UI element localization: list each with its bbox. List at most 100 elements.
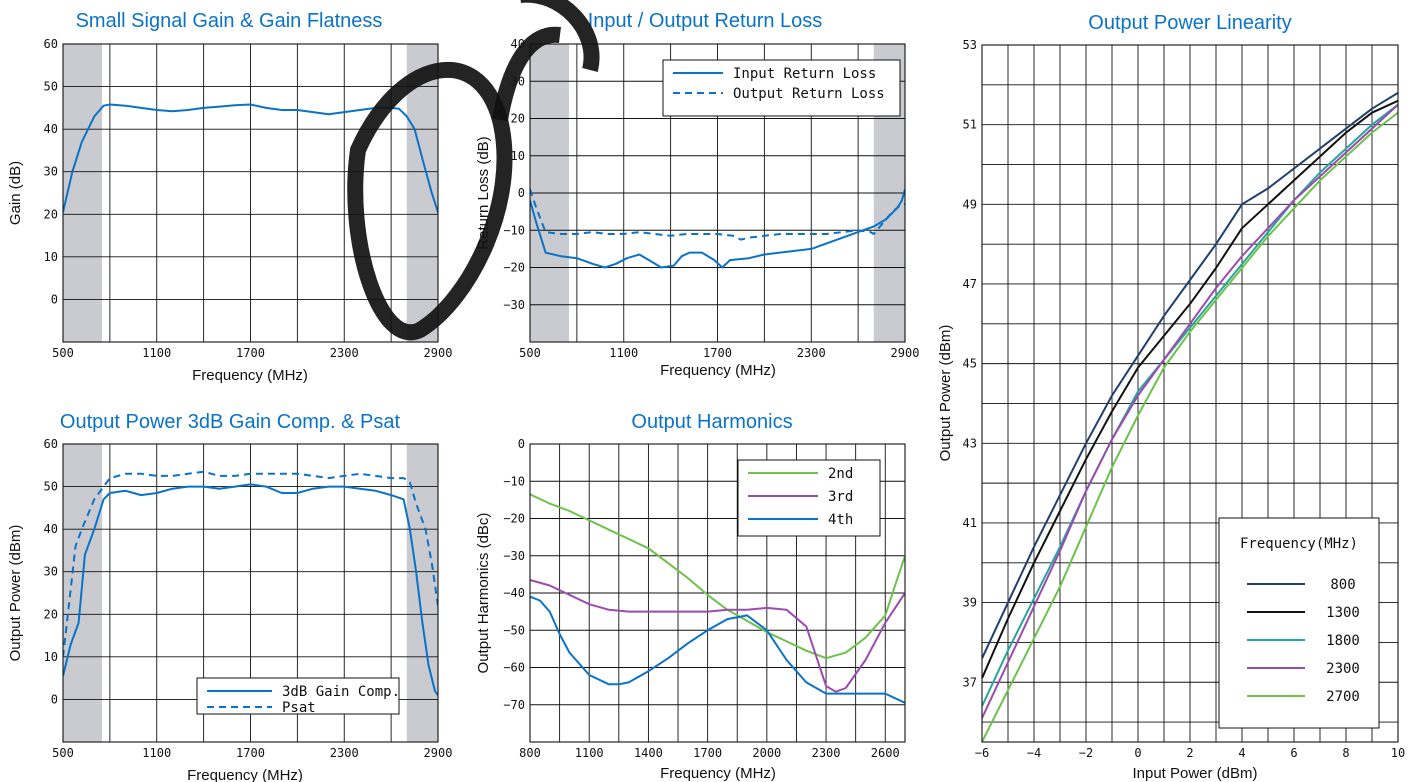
- x-tick-label: 1700: [236, 346, 265, 360]
- x-tick-label: 2: [1186, 746, 1193, 760]
- chart-title: Small Signal Gain & Gain Flatness: [76, 10, 383, 32]
- shaded-band: [406, 444, 438, 742]
- y-tick-label: 41: [963, 516, 977, 530]
- series-line-1800: [982, 103, 1398, 707]
- legend-label: 1300: [1326, 605, 1360, 621]
- legend-label: Output Return Loss: [733, 86, 885, 102]
- x-tick-label: 8: [1342, 746, 1349, 760]
- chart-title: Output Power 3dB Gain Comp. & Psat: [60, 411, 401, 433]
- y-tick-label: 47: [963, 277, 977, 291]
- y-tick-label: 20: [44, 207, 58, 221]
- series-line-800: [982, 91, 1398, 659]
- x-tick-label: −2: [1079, 746, 1093, 760]
- series-line-3db-gain-comp-: [63, 483, 438, 696]
- x-tick-label: −6: [975, 746, 989, 760]
- x-tick-label: 2900: [891, 346, 920, 360]
- chart-title: Output Harmonics: [631, 411, 792, 433]
- y-tick-label: 0: [51, 292, 58, 306]
- y-tick-label: 10: [44, 650, 58, 664]
- legend-box: [1218, 517, 1380, 729]
- y-tick-label: 51: [963, 118, 977, 132]
- legend-label: Input Return Loss: [733, 66, 876, 82]
- legend: Frequency(MHz) 800 1300 1800 2300 2700: [1218, 517, 1380, 729]
- legend-box: [737, 459, 881, 537]
- linearity-chart: −6 −4 −2 0 2 4 6 8 10 37 39 41 43 45 47 49 51 53 Output Po…: [937, 12, 1405, 782]
- y-tick-label: 40: [44, 122, 58, 136]
- y-axis-label: Output Power (dBm): [937, 325, 954, 462]
- return-loss-chart: 500 1100 1700 2300 2900−30−20−10010203040Inp…: [475, 10, 919, 379]
- legend-box: [196, 677, 400, 715]
- y-tick-label: −10: [503, 474, 525, 488]
- legend: 3dB Gain Comp.Psat: [196, 677, 400, 716]
- y-tick-label: 50: [44, 80, 58, 94]
- y-axis-label: Gain (dB): [7, 161, 24, 225]
- y-tick-label: 40: [44, 522, 58, 536]
- x-tick-label: 2900: [424, 346, 453, 360]
- harmonics-chart: 800 1100 1400 1700 2000 2300 2600 0 −10 −20 −30 −40…: [475, 411, 906, 782]
- x-axis-label: Frequency (MHz): [192, 367, 308, 384]
- series-line-1300: [982, 99, 1398, 679]
- y-tick-label: −50: [503, 623, 525, 637]
- x-tick-label: 1100: [142, 346, 171, 360]
- y-tick-label: 0: [518, 186, 525, 200]
- x-tick-label: −4: [1027, 746, 1041, 760]
- series-line-input-return-loss: [530, 189, 905, 269]
- x-axis-label: Frequency (MHz): [187, 767, 303, 782]
- x-tick-label: 500: [519, 346, 541, 360]
- y-tick-label: −40: [503, 586, 525, 600]
- x-tick-label: 1100: [142, 746, 171, 760]
- y-tick-label: 43: [963, 436, 977, 450]
- x-tick-label: 1100: [609, 346, 638, 360]
- x-tick-label: 500: [52, 746, 74, 760]
- watermark-shape: [492, 26, 561, 122]
- x-tick-label: 2300: [330, 346, 359, 360]
- y-tick-label: 49: [963, 197, 977, 211]
- plot-frame: [529, 43, 906, 343]
- watermark-shape: [520, 0, 600, 72]
- y-tick-label: 10: [511, 149, 525, 163]
- legend-label: 2nd: [828, 466, 853, 482]
- y-tick-label: 53: [963, 38, 977, 52]
- chart-title: Output Power Linearity: [1088, 12, 1291, 34]
- y-axis-label: Output Power (dBm): [7, 525, 24, 662]
- x-tick-label: 500: [52, 346, 74, 360]
- y-tick-label: −70: [503, 698, 525, 712]
- legend-title: Frequency(MHz): [1240, 536, 1358, 552]
- x-tick-label: 1700: [236, 746, 265, 760]
- x-tick-label: 1700: [693, 746, 722, 760]
- y-tick-label: 37: [963, 675, 977, 689]
- y-tick-label: −20: [503, 261, 525, 275]
- series-line-gain: [63, 103, 438, 213]
- x-tick-label: 6: [1290, 746, 1297, 760]
- x-axis-label: Input Power (dBm): [1132, 765, 1257, 782]
- series-line-psat: [63, 470, 438, 658]
- y-tick-label: 60: [44, 437, 58, 451]
- y-tick-label: −30: [503, 549, 525, 563]
- x-axis-label: Frequency (MHz): [660, 362, 776, 379]
- plot-frame: [529, 443, 906, 743]
- legend: Input Return Loss Output Return Loss: [662, 59, 901, 117]
- legend-label: 3rd: [828, 489, 853, 505]
- y-tick-label: 30: [44, 165, 58, 179]
- x-tick-label: 4: [1238, 746, 1245, 760]
- plot-frame: [62, 443, 439, 743]
- legend-label: Psat: [282, 700, 316, 716]
- series-line-2700: [982, 111, 1398, 742]
- y-tick-label: 20: [511, 112, 525, 126]
- x-tick-label: 2300: [330, 746, 359, 760]
- gain-chart: 500 1100 1700 2300 2900 0 10 20 30 40 50 60 Small Si…: [7, 10, 452, 384]
- y-tick-label: 0: [518, 437, 525, 451]
- y-tick-label: 39: [963, 596, 977, 610]
- legend: 2nd 3rd 4th: [737, 459, 881, 537]
- x-tick-label: 1700: [703, 346, 732, 360]
- x-tick-label: 2300: [812, 746, 841, 760]
- series-line-4th: [530, 595, 905, 704]
- x-tick-label: 800: [519, 746, 541, 760]
- y-axis-label: Output Harmonics (dBc): [475, 513, 492, 674]
- y-tick-label: 45: [963, 357, 977, 371]
- x-tick-label: 2900: [424, 746, 453, 760]
- legend-label: 3dB Gain Comp.: [282, 684, 400, 700]
- chart-title: Input / Output Return Loss: [588, 10, 823, 32]
- y-tick-label: 50: [44, 480, 58, 494]
